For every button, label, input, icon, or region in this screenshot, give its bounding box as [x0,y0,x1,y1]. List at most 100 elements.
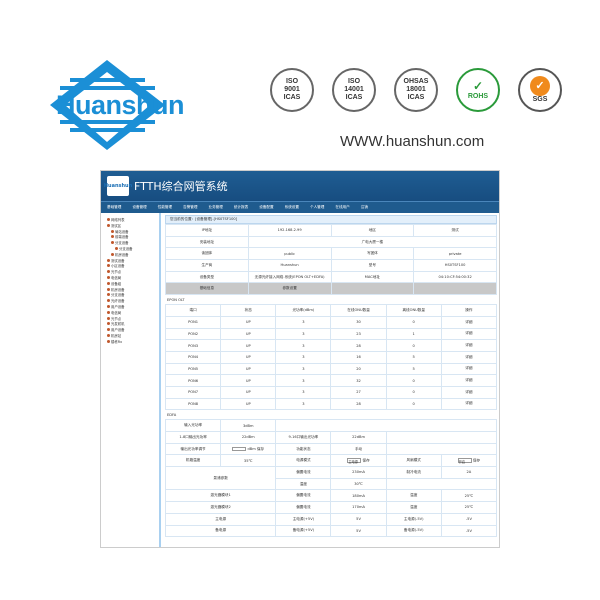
table-cell: 192.168.2.99 [247,224,332,237]
detail-link[interactable]: 详细 [440,350,498,364]
sidebar-tree-item[interactable]: 分支设备 [103,240,157,246]
sidebar-tree-item[interactable]: 网络列表 [103,217,157,223]
table-cell: 3 [275,339,332,352]
table-cell: 30℃ [330,477,387,491]
save-adjust-button[interactable]: 保存 [256,446,265,451]
table-cell: IP地址 [165,224,249,237]
nav-item[interactable]: 设备管理 [132,205,147,209]
sidebar-tree-item[interactable]: 设备组 [103,281,157,287]
sidebar-tree-item[interactable]: 光纤设备 [103,298,157,304]
sidebar-tree-item[interactable]: 光节点 [103,316,157,322]
sidebar-tree-item[interactable]: 测试设备 [103,258,157,264]
rohs-badge-icon: ✓ ROHS [456,68,500,112]
tab-params[interactable]: 参数设置 [247,282,332,296]
table-cell: 3 [275,385,332,399]
fan-mode-select[interactable]: 开启 [457,457,472,464]
table-cell: PON5 [164,362,222,376]
nav-item[interactable]: 业务管理 [208,205,223,209]
sidebar-tree-item[interactable]: 楼栋Rx [103,339,157,345]
badge-text: 18001 [406,86,426,94]
table-cell: 备电源(-5V) [385,524,442,538]
table-cell: 风扇模式 [385,454,442,468]
table-row: 设备类型 无源光纤接入网络-系统(EPON OLT+EDFA) MAC地址 04:10… [165,270,497,284]
table-cell: Huanshun [247,259,332,272]
table-row: PON1 UP 3 30 0 详细 [164,315,498,329]
sidebar-tree-item[interactable]: 分支设备 [103,292,157,298]
nav-item[interactable]: 基础管理 [107,205,122,209]
nav-item[interactable]: 设备配置 [259,205,274,209]
column-header: 离线ONU数量 [385,304,442,317]
table-cell: 功能状态 [275,442,332,456]
sidebar-tree-item[interactable]: 光节点 [103,269,157,275]
sidebar-tree-item[interactable]: 前端设备 [103,234,157,240]
detail-link[interactable]: 详细 [440,315,498,329]
detail-link[interactable]: 详细 [440,339,498,352]
table-cell: PON7 [164,385,222,399]
table-cell: 27 [330,385,387,399]
sidebar-tree-item[interactable]: 小区设备 [103,263,157,269]
sidebar-tree-item[interactable]: 用户设备 [103,327,157,333]
detail-link[interactable]: 详细 [440,362,498,376]
table-cell: UP [220,397,277,411]
table-cell [385,431,498,444]
table-cell [330,282,415,296]
website-url[interactable]: WWW.huanshun.com [340,133,485,150]
sidebar-tree-item[interactable]: 机房设备 [103,287,157,293]
nav-item[interactable]: 个人管理 [310,205,325,209]
sidebar-tree-item[interactable]: 分支设备 [103,246,157,252]
main-content: 您当前的位置：[设备管理]-[HS0TSF100] IP地址 192.168.2.… [163,215,499,547]
table-cell: 16 [330,350,387,364]
detail-link[interactable]: 详细 [440,374,498,387]
table-cell: PON6 [164,374,222,387]
table-cell: UP [220,327,277,341]
sidebar-tree-item[interactable]: 光发射机 [103,321,157,327]
sidebar-tree-item[interactable]: 测试区 [103,223,157,229]
nav-item[interactable]: 系统设置 [284,205,299,209]
table-row: 备电源 备电源(+5V) 5V 备电源(-5V) -5V [164,524,498,538]
nav-item[interactable]: 在线用户 [335,205,350,209]
power-adjust-input[interactable] [232,446,247,451]
sidebar-tree-item[interactable]: 电信局 [103,310,157,316]
sidebar-tree-item[interactable]: 机房设备 [103,252,157,258]
table-cell: 偏置电流 [275,489,332,503]
certification-badges: ISO 9001 ICAS ISO 14001 ICAS OHSAS 18001 ICAS … [270,68,562,112]
table-cell: 170mA [330,501,387,514]
save-fan-mode-button[interactable]: 保存 [472,458,481,463]
detail-link[interactable]: 详细 [440,327,498,341]
table-cell: 0 [385,374,442,387]
badge-text: ✓ [530,76,550,97]
table-cell: 读团体 [165,247,249,261]
badge-text: SGS [532,96,548,104]
sidebar-tree-item[interactable]: 电信局 [103,275,157,281]
sidebar-tree-item[interactable]: 局站设备 [103,229,157,235]
tab-basic-info[interactable]: 基础信息 [165,282,249,296]
table-cell: 制冷电流 [385,466,442,479]
nav-item[interactable]: 统计报表 [233,205,249,209]
badge-text: 14001 [344,86,364,94]
nav-item[interactable]: 告警管理 [183,205,198,209]
badge-text: OHSAS [403,78,429,86]
detail-link[interactable]: 详细 [440,385,498,399]
detail-link[interactable]: 详细 [440,397,498,411]
brand-name: Huanshun [56,90,185,120]
table-cell: 激光器模块2 [164,501,277,514]
table-cell: 25℃ [440,501,498,514]
table-cell: 25℃ [440,489,498,503]
table-cell: 3 [275,362,332,376]
power-mode-select[interactable]: 主电源 [347,457,362,464]
column-header: 状态 [220,304,277,317]
table-cell: UP [220,350,277,364]
table-cell: PON4 [164,350,222,364]
save-power-mode-button[interactable]: 保存 [362,458,370,463]
sidebar-tree-item[interactable]: 用户设备 [103,304,157,310]
nav-item[interactable]: 注销 [360,205,368,209]
sidebar-tree-item[interactable]: 机房站 [103,333,157,339]
nav-item[interactable]: 性能管理 [157,205,173,209]
table-row: 基础信息 参数设置 [165,282,497,296]
table-row: 输入光功率 3dBm [164,419,497,432]
table-row: PON6 UP 3 32 0 详细 [164,374,498,387]
table-cell: 04:10:CF:54:00:32 [413,270,497,284]
column-header: 在线ONU数量 [330,304,387,317]
table-cell: 型号 [330,259,415,272]
edfa-table: 输入光功率 3dBm 1-8口输出光功率 22dBm 9-16口输出光功率 22dBm … [164,419,498,538]
